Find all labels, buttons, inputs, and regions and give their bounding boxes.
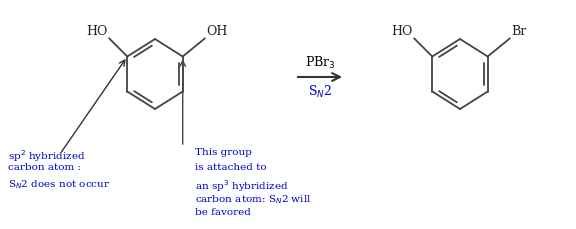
Text: S$_N$2: S$_N$2: [308, 84, 332, 100]
Text: PBr$_3$: PBr$_3$: [305, 55, 335, 71]
Text: carbon atom: S$_N$2 will: carbon atom: S$_N$2 will: [195, 192, 312, 205]
Text: an sp$^3$ hybridized: an sp$^3$ hybridized: [195, 177, 289, 193]
Text: carbon atom :: carbon atom :: [8, 162, 81, 171]
Text: is attached to: is attached to: [195, 162, 267, 171]
Text: Br: Br: [511, 25, 527, 37]
Text: HO: HO: [391, 25, 412, 37]
Text: be favored: be favored: [195, 207, 251, 216]
Text: HO: HO: [86, 25, 107, 37]
Text: S$_N$2 does not occur: S$_N$2 does not occur: [8, 177, 111, 190]
Text: OH: OH: [207, 25, 228, 37]
Text: This group: This group: [195, 147, 252, 156]
Text: sp$^2$ hybridized: sp$^2$ hybridized: [8, 147, 86, 163]
